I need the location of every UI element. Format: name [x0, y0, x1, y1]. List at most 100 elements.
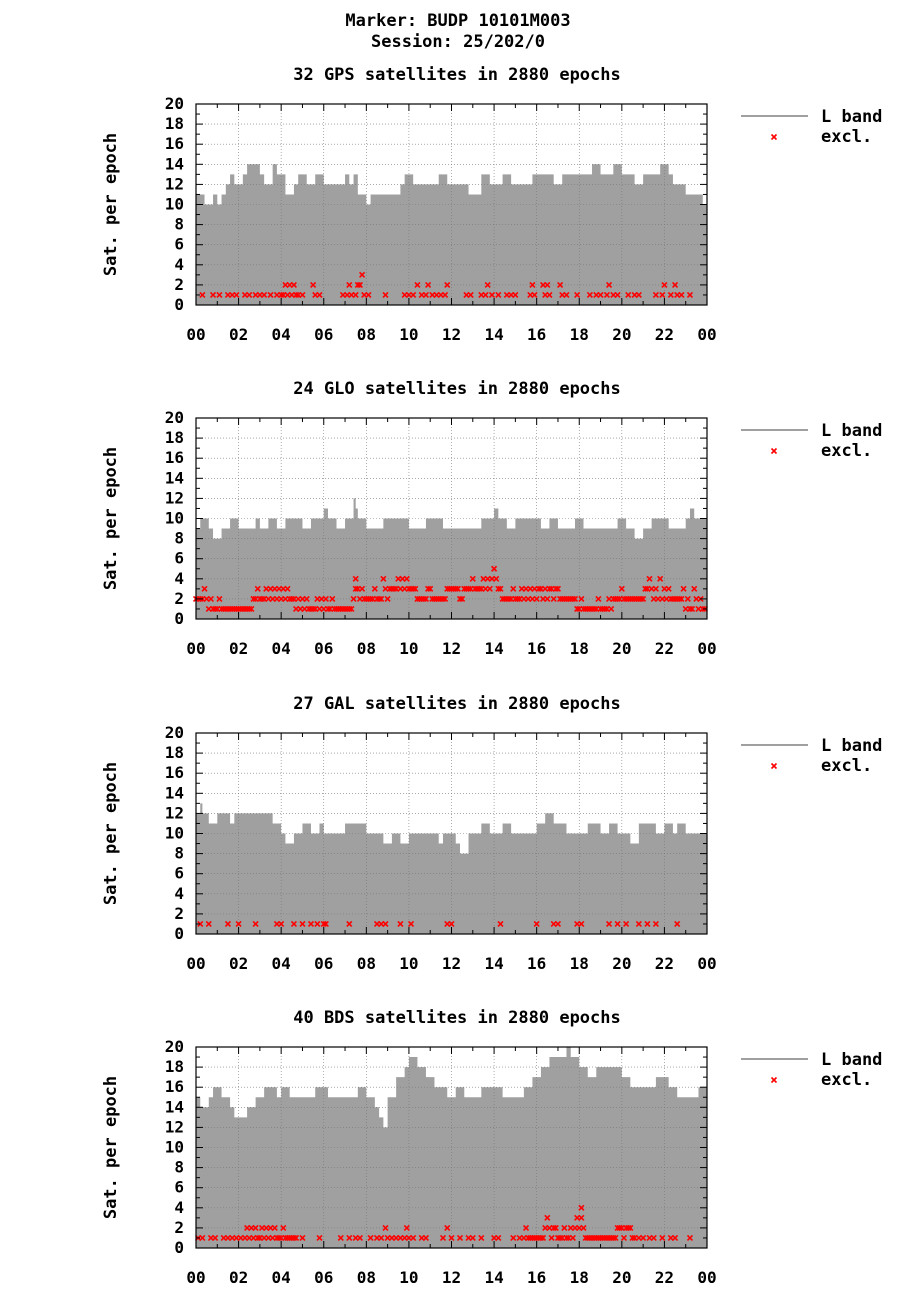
excl-marker — [686, 1234, 694, 1242]
excl-marker — [684, 595, 691, 602]
excl-marker — [303, 595, 310, 602]
session-title: Session: 25/202/0 — [371, 32, 545, 52]
excl-marker — [478, 1234, 485, 1242]
y-tick-label: 10 — [165, 509, 184, 528]
x-tick-label: 04 — [272, 1268, 291, 1287]
excl-marker — [248, 605, 255, 613]
x-tick-label: 02 — [229, 639, 248, 658]
excl-marker — [380, 575, 387, 582]
excl-marker — [422, 291, 430, 299]
y-tick-label: 12 — [165, 488, 184, 507]
excl-marker — [403, 575, 410, 582]
excl-marker — [635, 920, 642, 928]
excl-marker — [614, 920, 621, 928]
y-tick-label: 4 — [174, 569, 184, 588]
excl-marker — [376, 595, 383, 602]
excl-marker — [337, 1234, 344, 1242]
y-tick-label: 18 — [165, 743, 184, 762]
excl-marker — [674, 920, 681, 928]
excl-marker — [671, 281, 679, 288]
excl-marker — [644, 920, 651, 928]
excl-marker — [410, 585, 417, 592]
excl-marker — [212, 1234, 219, 1242]
excl-marker — [422, 1234, 430, 1242]
excl-marker — [629, 1234, 636, 1242]
excl-marker — [514, 595, 521, 602]
excl-marker — [546, 291, 553, 299]
excl-marker — [469, 575, 476, 582]
excl-marker — [620, 1234, 628, 1242]
excl-marker — [537, 1234, 544, 1242]
excl-marker — [546, 585, 553, 592]
excl-marker — [625, 291, 632, 299]
x-tick-label: 08 — [357, 1268, 376, 1287]
excl-marker — [686, 291, 694, 299]
y-axis-label: Sat. per epoch — [101, 1076, 121, 1219]
excl-marker — [623, 920, 630, 928]
excl-marker — [278, 291, 285, 299]
excl-marker — [665, 585, 672, 592]
excl-marker — [233, 291, 240, 299]
chart-panel-1: 32 GPS satellites in 2880 epochs02468101… — [101, 65, 882, 344]
excl-marker — [261, 291, 268, 299]
y-tick-label: 8 — [174, 844, 184, 863]
x-tick-label: 00 — [697, 639, 716, 658]
y-tick-label: 6 — [174, 549, 184, 568]
legend-label-lband: L band — [821, 1050, 882, 1070]
x-tick-label: 18 — [570, 325, 589, 344]
excl-marker — [482, 291, 489, 299]
x-tick-label: 04 — [272, 954, 291, 973]
excl-marker — [676, 595, 683, 602]
y-tick-label: 2 — [174, 275, 184, 294]
x-tick-label: 22 — [655, 1268, 674, 1287]
excl-marker — [412, 585, 419, 592]
excl-marker — [216, 291, 223, 299]
x-tick-label: 14 — [484, 639, 503, 658]
excl-marker — [678, 291, 685, 299]
excl-marker — [382, 920, 389, 928]
excl-marker — [467, 291, 474, 299]
excl-marker — [640, 595, 647, 602]
y-tick-label: 2 — [174, 589, 184, 608]
y-tick-label: 6 — [174, 1178, 184, 1197]
x-tick-label: 06 — [314, 1268, 333, 1287]
x-tick-label: 18 — [570, 639, 589, 658]
excl-marker — [299, 291, 306, 299]
excl-marker — [290, 1234, 298, 1242]
x-tick-label: 22 — [655, 954, 674, 973]
excl-marker — [346, 605, 353, 613]
y-tick-label: 16 — [165, 763, 184, 782]
excl-marker — [278, 920, 285, 928]
excl-marker — [254, 1234, 261, 1242]
x-tick-label: 00 — [186, 639, 205, 658]
y-tick-label: 14 — [165, 154, 184, 173]
y-axis-label: Sat. per epoch — [101, 447, 121, 590]
excl-marker — [605, 920, 613, 928]
excl-marker — [329, 595, 336, 602]
excl-marker — [316, 1234, 323, 1242]
x-tick-label: 00 — [697, 1268, 716, 1287]
x-tick-label: 00 — [186, 1268, 205, 1287]
y-tick-label: 6 — [174, 864, 184, 883]
x-tick-label: 10 — [399, 639, 418, 658]
excl-marker — [552, 1224, 559, 1231]
excl-marker — [258, 595, 266, 602]
legend-label-excl: excl. — [821, 756, 872, 776]
legend-label-excl: excl. — [821, 1070, 872, 1090]
excl-marker — [548, 1234, 555, 1242]
x-tick-label: 14 — [484, 954, 503, 973]
excl-marker — [310, 281, 317, 288]
excl-marker — [552, 585, 559, 592]
y-tick-label: 4 — [174, 884, 184, 903]
excl-marker — [578, 920, 585, 928]
excl-marker — [254, 585, 261, 592]
excl-marker — [410, 291, 417, 299]
excl-marker — [614, 595, 621, 602]
excl-marker — [235, 920, 242, 928]
excl-marker — [367, 1234, 374, 1242]
excl-marker — [533, 595, 540, 602]
excl-marker — [290, 920, 298, 928]
excl-marker — [469, 1234, 476, 1242]
excl-marker — [280, 1224, 287, 1231]
excl-marker — [442, 291, 449, 299]
